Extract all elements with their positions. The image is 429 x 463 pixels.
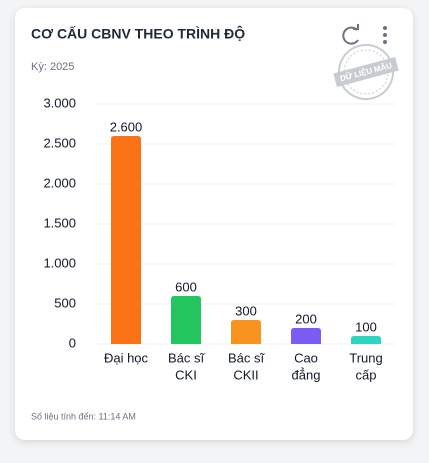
bar [171,296,201,344]
y-tick-label: 1.000 [43,255,76,270]
x-tick-label: Bác sĩ [168,350,206,365]
refresh-arrow [353,24,359,30]
stamp-band [333,56,399,88]
x-tick-label: cấp [356,367,377,382]
chart-title: CƠ CẤU CBNV THEO TRÌNH ĐỘ [31,25,245,42]
x-tick-label: Bác sĩ [228,350,266,365]
y-tick-label: 3.000 [43,95,76,110]
y-tick-label: 500 [54,295,76,310]
bar [231,320,261,344]
x-tick-label: Đại học [104,350,149,365]
y-tick-label: 1.500 [43,215,76,230]
chart-subtitle: Kỳ: 2025 [31,61,74,73]
footer: Số liệu tính đến: 11:14 AM [31,411,136,421]
x-tick-label: CKI [175,367,197,382]
y-tick-label: 0 [69,335,76,350]
y-tick-label: 2.000 [43,175,76,190]
x-tick-label: Trung [349,350,382,365]
refresh-arc [342,26,359,45]
value-label: 300 [235,303,257,318]
refresh-icon[interactable] [342,24,359,45]
stamp: DỮ LIỆU MẪU [333,44,399,100]
value-label: 2.600 [110,119,143,134]
menu-icon[interactable] [383,26,387,44]
bar [291,328,321,344]
x-tick-label: CKII [233,367,258,382]
y-tick-label: 2.500 [43,135,76,150]
x-tick-label: đẳng [292,367,321,382]
dot [383,26,387,30]
x-tick-label: Cao [294,350,318,365]
dot [383,33,387,37]
value-label: 600 [175,279,197,294]
dot [383,40,387,44]
value-label: 100 [355,319,377,334]
value-label: 200 [295,311,317,326]
bar [351,336,381,344]
bar [111,136,141,344]
